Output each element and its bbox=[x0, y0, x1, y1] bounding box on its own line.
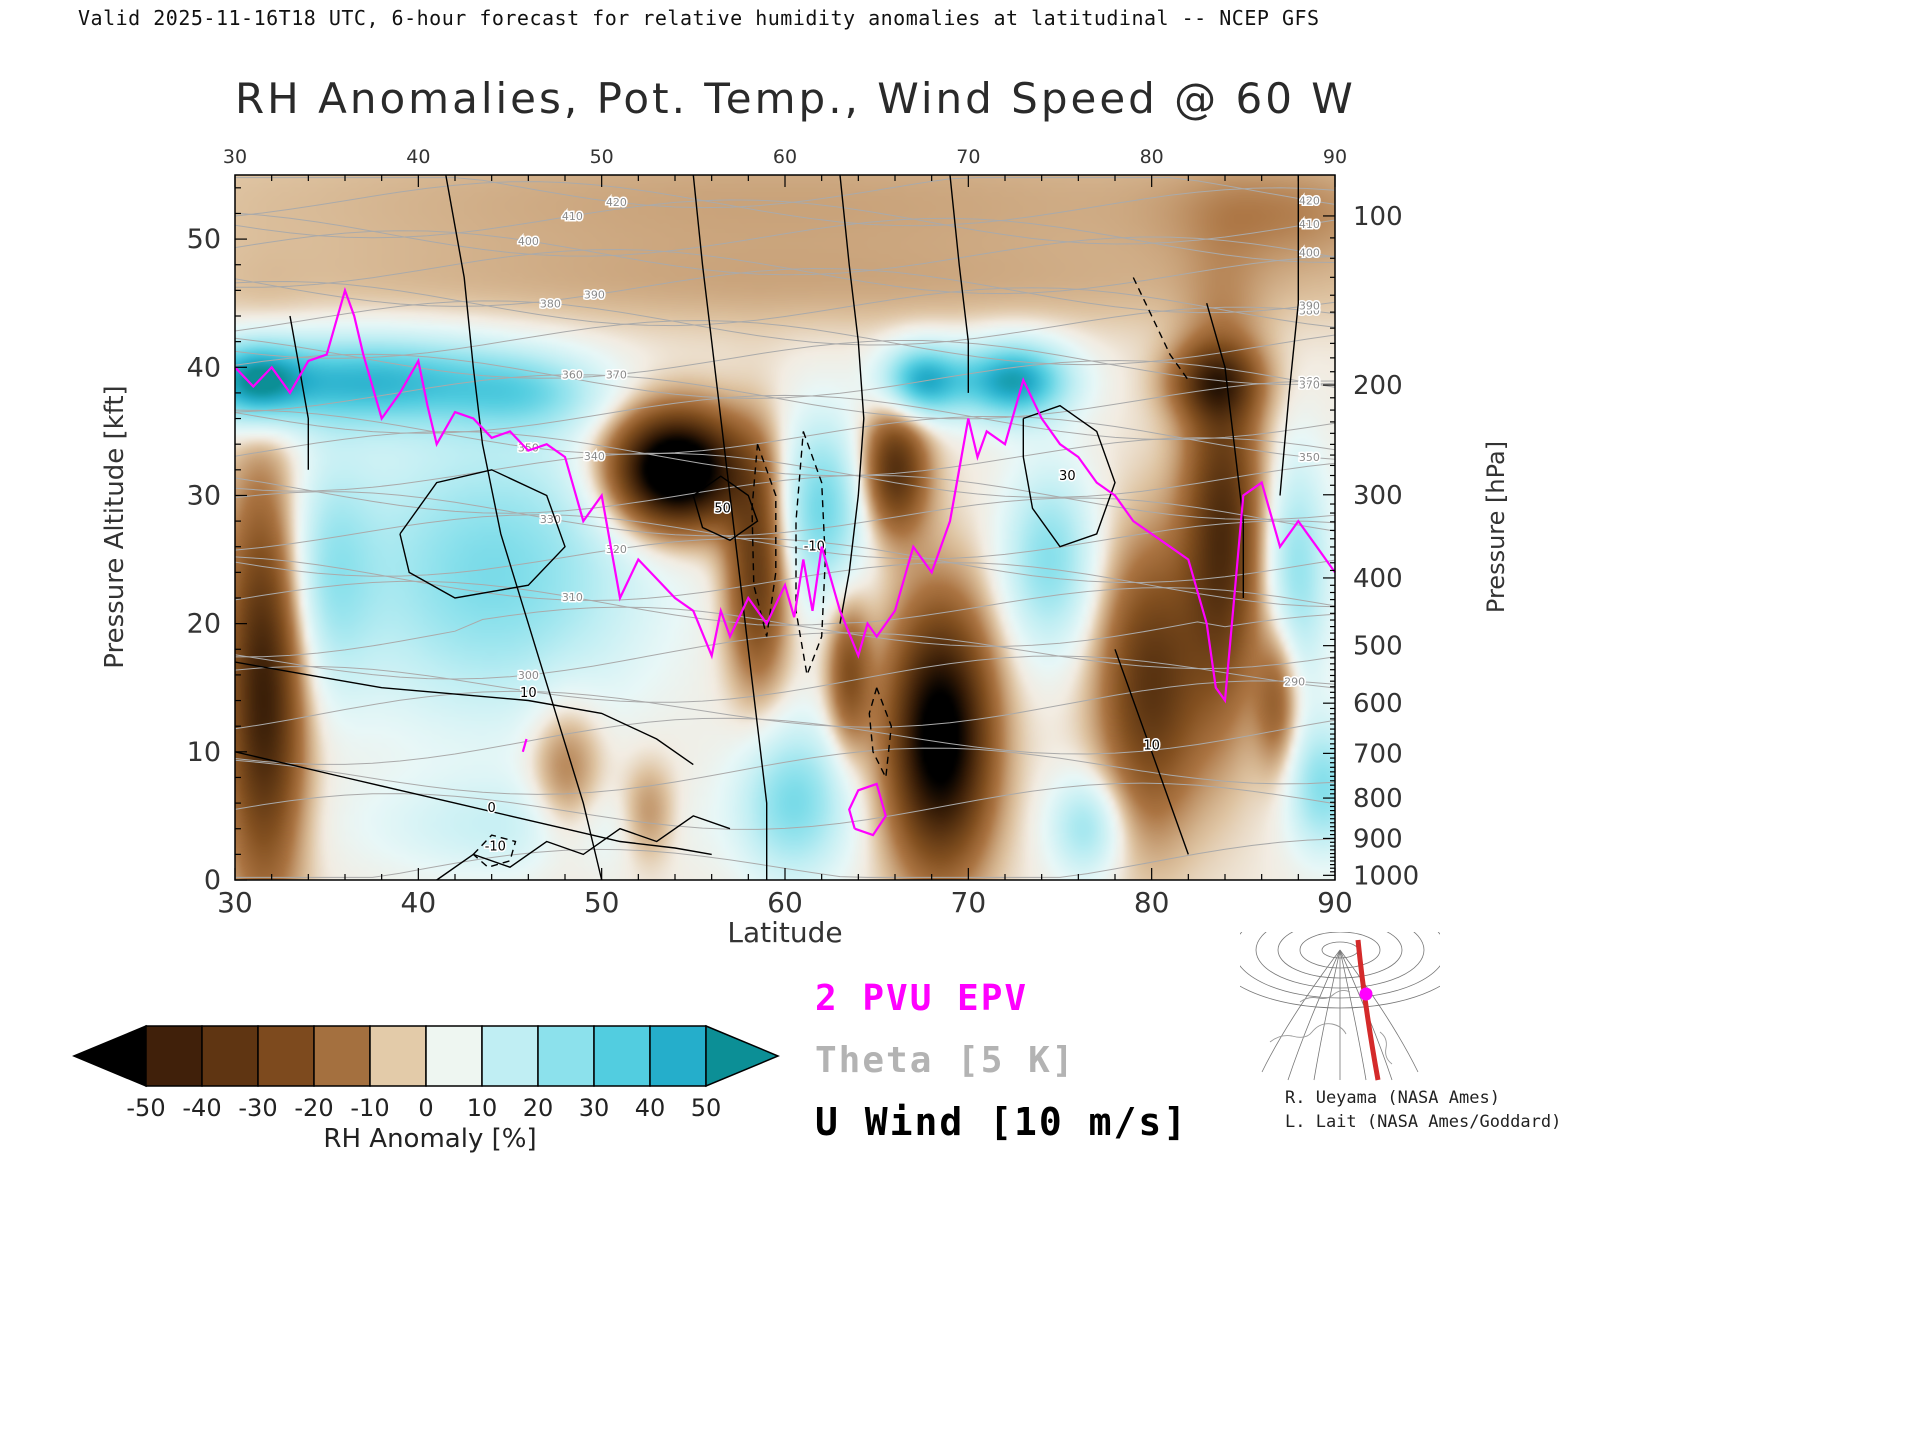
svg-text:-20: -20 bbox=[294, 1094, 333, 1122]
svg-text:-40: -40 bbox=[182, 1094, 221, 1122]
svg-text:90: 90 bbox=[1317, 886, 1353, 919]
svg-text:500: 500 bbox=[1353, 632, 1403, 662]
svg-text:20: 20 bbox=[187, 609, 221, 640]
valid-time-header: Valid 2025-11-16T18 UTC, 6-hour forecast… bbox=[78, 6, 1320, 30]
svg-text:30: 30 bbox=[217, 886, 253, 919]
map-graticule bbox=[1240, 932, 1440, 1081]
svg-text:30: 30 bbox=[579, 1094, 610, 1122]
svg-text:400: 400 bbox=[1353, 564, 1403, 594]
svg-text:700: 700 bbox=[1353, 739, 1403, 769]
svg-text:-10: -10 bbox=[350, 1094, 389, 1122]
svg-text:40: 40 bbox=[635, 1094, 666, 1122]
svg-text:70: 70 bbox=[956, 146, 980, 168]
credit-line-2: L. Lait (NASA Ames/Goddard) bbox=[1285, 1112, 1562, 1132]
svg-text:70: 70 bbox=[951, 886, 987, 919]
svg-text:50: 50 bbox=[691, 1094, 722, 1122]
svg-text:0: 0 bbox=[204, 865, 221, 896]
svg-text:50: 50 bbox=[584, 886, 620, 919]
svg-text:-30: -30 bbox=[238, 1094, 277, 1122]
x-axis-label: Latitude bbox=[727, 916, 843, 949]
left-axis-label: Pressure Altitude [kft] bbox=[100, 385, 130, 669]
svg-text:100: 100 bbox=[1353, 202, 1403, 232]
svg-text:60: 60 bbox=[773, 146, 797, 168]
map-60w-meridian-line bbox=[1355, 939, 1381, 1081]
svg-text:1000: 1000 bbox=[1353, 861, 1419, 891]
svg-text:10: 10 bbox=[187, 737, 221, 768]
svg-text:50: 50 bbox=[590, 146, 614, 168]
svg-text:20: 20 bbox=[523, 1094, 554, 1122]
colorbar-bins bbox=[72, 1024, 780, 1088]
right-axis-label: Pressure [hPa] bbox=[1482, 440, 1510, 614]
cross-section-location-map bbox=[1240, 932, 1440, 1081]
colorbar-label: RH Anomaly [%] bbox=[323, 1124, 537, 1154]
legend-2pvu-epv: 2 PVU EPV bbox=[815, 978, 1029, 1019]
legend-u-wind: U Wind [10 m/s] bbox=[815, 1100, 1189, 1144]
legend-theta: Theta [5 K] bbox=[815, 1040, 1076, 1081]
rh-anomaly-heatmap bbox=[235, 175, 1335, 880]
svg-text:40: 40 bbox=[401, 886, 437, 919]
svg-text:90: 90 bbox=[1323, 146, 1347, 168]
svg-text:300: 300 bbox=[1353, 481, 1403, 511]
map-location-dot bbox=[1359, 987, 1373, 1001]
svg-text:900: 900 bbox=[1353, 824, 1403, 854]
map-coastlines bbox=[1269, 989, 1393, 1065]
svg-text:0: 0 bbox=[418, 1094, 433, 1122]
rh-anomaly-colorbar: -50 -40 -30 -20 -10 0 10 20 30 40 50 bbox=[72, 1024, 780, 1122]
svg-text:50: 50 bbox=[187, 224, 221, 255]
svg-text:60: 60 bbox=[767, 886, 803, 919]
svg-text:600: 600 bbox=[1353, 689, 1403, 719]
svg-text:30: 30 bbox=[187, 480, 221, 511]
svg-text:80: 80 bbox=[1134, 886, 1170, 919]
svg-text:200: 200 bbox=[1353, 371, 1403, 401]
credit-line-1: R. Ueyama (NASA Ames) bbox=[1285, 1088, 1500, 1108]
svg-text:40: 40 bbox=[187, 352, 221, 383]
svg-text:30: 30 bbox=[223, 146, 247, 168]
svg-text:10: 10 bbox=[467, 1094, 498, 1122]
svg-text:80: 80 bbox=[1140, 146, 1164, 168]
svg-text:40: 40 bbox=[406, 146, 430, 168]
svg-text:-50: -50 bbox=[126, 1094, 165, 1122]
plot-title: RH Anomalies, Pot. Temp., Wind Speed @ 6… bbox=[235, 74, 1356, 123]
svg-text:800: 800 bbox=[1353, 784, 1403, 814]
